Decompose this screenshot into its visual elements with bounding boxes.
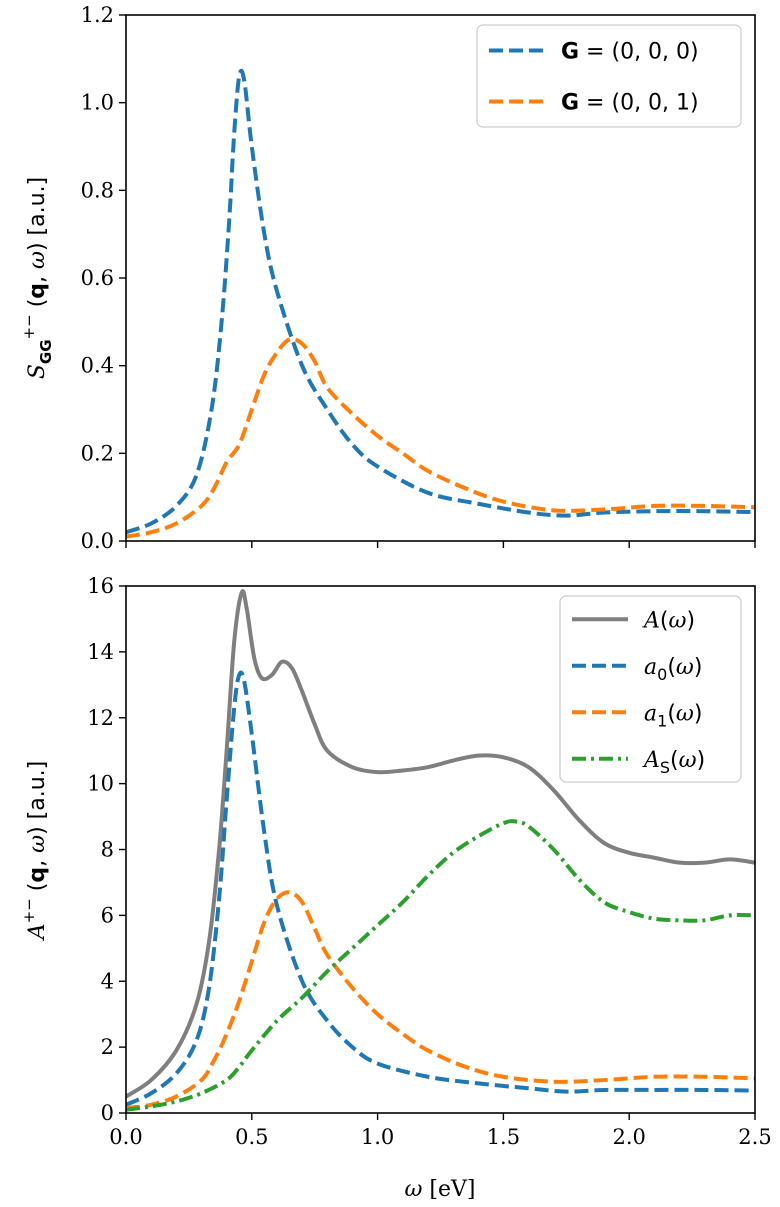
bottom-x-tick-label: 0.0 bbox=[109, 1125, 142, 1149]
bottom-legend: A(ω) a0(ω) a1(ω) AS(ω) bbox=[559, 595, 742, 783]
bottom-legend-label-2: a1(ω) bbox=[644, 701, 702, 730]
bottom-ticks: 0.0 0.5 1.0 1.5 2.0 2.5 0 2 4 6 8 10 12 14 16 bbox=[87, 574, 771, 1149]
bottom-y-tick-label: 8 bbox=[101, 838, 114, 862]
bottom-legend-label-0: A(ω) bbox=[642, 608, 695, 633]
top-legend-label-0: G = (0, 0, 0) bbox=[561, 40, 699, 65]
top-y-tick-label: 1.0 bbox=[81, 91, 114, 115]
top-legend: G = (0, 0, 0) G = (0, 0, 1) bbox=[476, 24, 742, 128]
bottom-x-axis-label: ω [eV] bbox=[404, 1177, 475, 1202]
bottom-series-line-3 bbox=[126, 819, 755, 1112]
bottom-y-tick-label: 16 bbox=[87, 574, 114, 598]
bottom-legend-box bbox=[559, 595, 742, 783]
bottom-panel-spectrum-A: 0.0 0.5 1.0 1.5 2.0 2.5 0 2 4 6 8 10 12 14 16 A+− (q, … bbox=[20, 574, 772, 1202]
bottom-y-tick-label: 6 bbox=[101, 903, 114, 927]
bottom-x-tick-label: 1.0 bbox=[361, 1125, 394, 1149]
top-series-line-0 bbox=[126, 68, 755, 535]
bottom-y-axis-label: A+− (q, ω) [a.u.] bbox=[20, 761, 50, 941]
bottom-x-tick-label: 2.5 bbox=[738, 1125, 771, 1149]
top-series-line-1 bbox=[126, 336, 755, 539]
bottom-series-line-2 bbox=[126, 890, 755, 1111]
top-y-axis-label: SGG+− (q, ω) [a.u.] bbox=[20, 177, 55, 379]
top-panel-spectrum-S: 0.0 0.2 0.4 0.6 0.8 1.0 1.2 SGG+− (q, ω) [a.u.… bbox=[20, 3, 756, 553]
bottom-y-tick-label: 0 bbox=[101, 1101, 114, 1125]
bottom-legend-label-3: AS(ω) bbox=[642, 748, 705, 777]
top-y-tick-label: 0.2 bbox=[81, 441, 114, 465]
top-y-tick-label: 1.2 bbox=[81, 3, 114, 27]
bottom-y-tick-label: 10 bbox=[87, 772, 114, 796]
top-ticks: 0.0 0.2 0.4 0.6 0.8 1.0 1.2 bbox=[81, 3, 756, 553]
bottom-series-line-1 bbox=[126, 670, 755, 1107]
top-legend-label-1: G = (0, 0, 1) bbox=[561, 91, 699, 116]
top-y-tick-label: 0.0 bbox=[81, 529, 114, 553]
bottom-series-line-0 bbox=[126, 589, 755, 1099]
bottom-y-tick-label: 4 bbox=[101, 969, 114, 993]
bottom-x-tick-label: 1.5 bbox=[487, 1125, 520, 1149]
bottom-legend-label-1: a0(ω) bbox=[644, 655, 702, 684]
bottom-y-tick-label: 14 bbox=[87, 640, 114, 664]
bottom-x-tick-label: 0.5 bbox=[235, 1125, 268, 1149]
top-y-tick-label: 0.6 bbox=[81, 266, 114, 290]
bottom-y-tick-label: 12 bbox=[87, 706, 114, 730]
bottom-y-tick-label: 2 bbox=[101, 1035, 114, 1059]
top-curves bbox=[126, 68, 755, 539]
top-y-tick-label: 0.8 bbox=[81, 178, 114, 202]
top-y-tick-label: 0.4 bbox=[81, 354, 114, 378]
bottom-x-tick-label: 2.0 bbox=[612, 1125, 645, 1149]
bottom-curves bbox=[126, 589, 755, 1112]
